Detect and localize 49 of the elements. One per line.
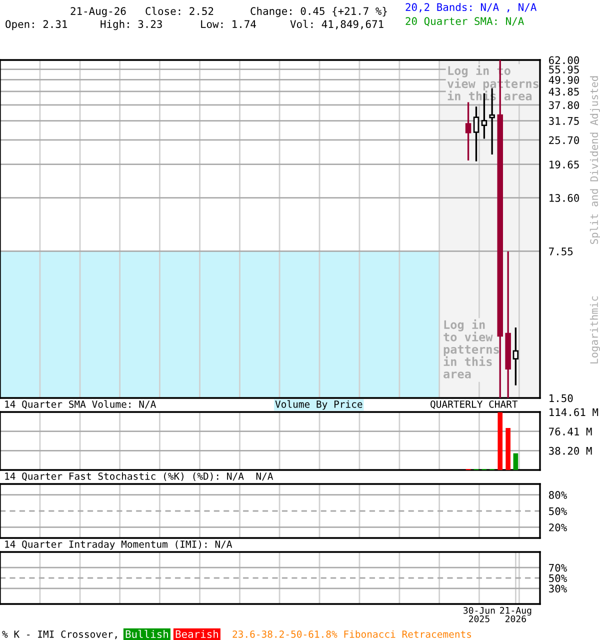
- bar: [513, 453, 518, 470]
- y-tick-label: 50%: [549, 574, 567, 582]
- candlestick: [473, 106, 480, 162]
- y-tick-label: 50%: [549, 507, 567, 516]
- y-tick-label: 20%: [549, 523, 567, 532]
- y-tick-label: 43.85: [548, 88, 579, 96]
- annotation: Log in to view patterns in this area: [444, 319, 499, 378]
- text: Bullish: [126, 630, 168, 638]
- y-tick-label: 62.00: [549, 56, 580, 64]
- band-label: Volume By Price: [275, 400, 362, 410]
- y-tick-label: 114.61 M: [550, 408, 598, 416]
- y-tick-label: 7.55: [549, 248, 573, 256]
- bar: [498, 412, 503, 470]
- candlestick: [512, 328, 519, 386]
- text: Logarithmic: [590, 296, 600, 364]
- text: 20 Quarter SMA: N/A: [406, 17, 524, 26]
- text: Bearish: [176, 630, 218, 638]
- bar: [506, 428, 510, 470]
- text: Close: 2.52: [146, 6, 214, 16]
- text: Low: 1.74: [201, 20, 256, 28]
- text: High: 3.23: [100, 20, 162, 30]
- y-tick-label: 70%: [549, 564, 567, 572]
- y-axis-title: Split and Dividend Adjusted: [590, 76, 600, 244]
- text: 23.6-38.2-50-61.8% Fibonacci Retracements: [232, 630, 472, 638]
- text: % K - IMI Crossover,: [2, 630, 117, 640]
- text: QUARTERLY CHART: [430, 400, 518, 409]
- text: 20,2 Bands: N/A , N/A: [406, 2, 537, 12]
- y-tick-label: 31.75: [549, 117, 579, 125]
- y-tick-label: 76.41 M: [549, 428, 592, 436]
- y-tick-label: 80%: [549, 491, 567, 499]
- y-tick-label: 25.70: [549, 136, 580, 144]
- candlestick: [465, 102, 472, 160]
- y-tick-label: 30%: [549, 584, 567, 593]
- text: Change: 0.45 {+21.7 %}: [250, 6, 387, 18]
- chart-title: 14 Quarter Intraday Momentum (IMI): N/A: [5, 540, 232, 550]
- text: Vol: 41,849,671: [290, 20, 384, 30]
- x-tick-label: 21-Aug 2026: [500, 606, 532, 622]
- y-tick-label: 19.65: [550, 160, 579, 168]
- text: Open: 2.31: [6, 20, 68, 30]
- y-tick-label: 49.90: [548, 76, 580, 84]
- text: 21-Aug-26: [70, 7, 126, 18]
- y-tick-label: 55.95: [549, 66, 579, 74]
- y-tick-label: 37.80: [549, 101, 580, 110]
- x-tick-label: 30-Jun 2025: [464, 606, 495, 622]
- chart-title: 14 Quarter SMA Volume: N/A: [5, 400, 156, 409]
- y-tick-label: 1.50: [550, 394, 573, 402]
- chart-title: 14 Quarter Fast Stochastic (%K) (%D): N/A N/A: [5, 472, 274, 481]
- y-tick-label: 38.20 M: [549, 446, 592, 455]
- y-tick-label: 13.60: [550, 194, 580, 202]
